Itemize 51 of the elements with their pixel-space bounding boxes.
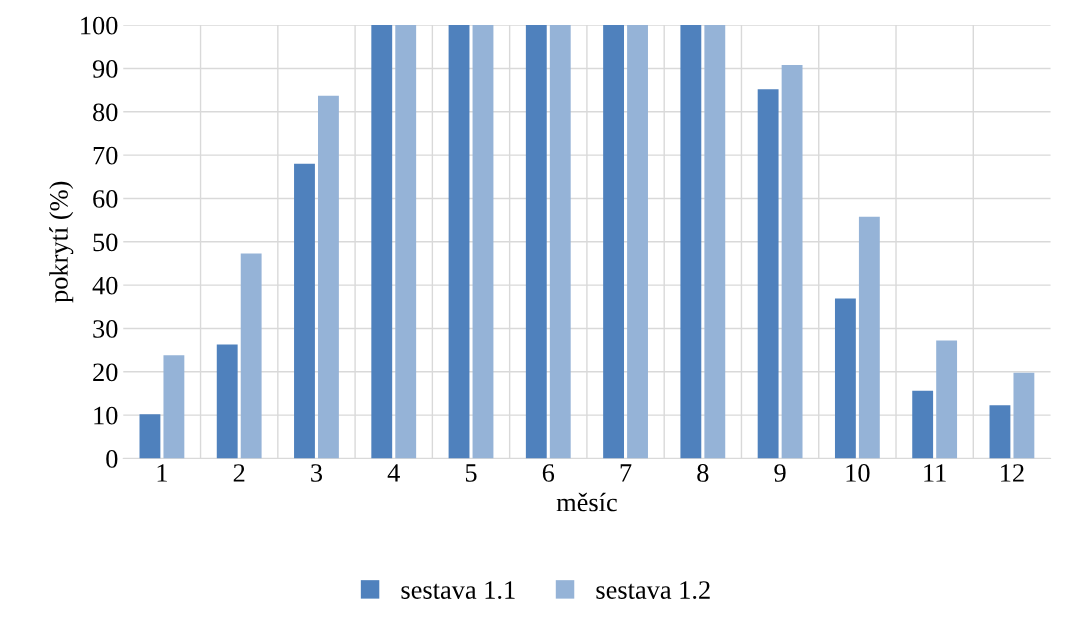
bar	[936, 340, 958, 459]
y-axis-title: pokrytí (%)	[49, 181, 74, 303]
legend-label: sestava 1.1	[401, 581, 515, 600]
bar	[318, 95, 339, 459]
y-tick-label: 60	[93, 190, 118, 208]
bar	[549, 25, 571, 459]
x-tick-label: 10	[846, 464, 870, 482]
x-axis-title: měsíc	[556, 492, 617, 512]
x-tick-label: 1	[157, 464, 167, 482]
bar	[912, 390, 934, 459]
x-tick-label: 11	[924, 464, 946, 482]
bar	[371, 25, 393, 459]
y-tick-label: 0	[106, 450, 118, 468]
y-tick-label: 20	[93, 363, 118, 382]
bar	[680, 25, 702, 459]
bar	[395, 25, 417, 459]
bar	[525, 25, 547, 459]
x-tick-label: 4	[387, 464, 400, 482]
bar	[472, 25, 494, 459]
y-tick-label: 90	[92, 60, 118, 78]
bar	[627, 25, 648, 459]
bar	[163, 355, 185, 459]
bar	[834, 298, 856, 459]
bar	[858, 216, 880, 459]
bar	[448, 25, 470, 459]
bar	[603, 25, 625, 459]
x-tick-label: 12	[1001, 464, 1024, 482]
x-tick-label: 6	[542, 464, 555, 482]
x-tick-label: 5	[465, 464, 477, 482]
x-tick-label: 3	[311, 464, 323, 482]
y-tick-label: 40	[92, 276, 118, 295]
x-tick-label: 8	[697, 464, 709, 482]
y-tick-label: 100	[81, 16, 118, 35]
x-tick-label: 2	[233, 464, 245, 482]
bar	[1013, 372, 1035, 459]
legend-label: sestava 1.2	[596, 581, 710, 600]
bar	[294, 163, 315, 459]
x-tick-label: 7	[620, 464, 632, 482]
x-tick-label: 9	[774, 464, 786, 482]
bar	[240, 253, 262, 459]
bar	[781, 64, 803, 459]
y-tick-label: 80	[93, 103, 118, 122]
bar	[989, 405, 1011, 459]
y-tick-label: 30	[93, 320, 118, 338]
bar	[757, 89, 779, 459]
y-tick-label: 70	[93, 146, 118, 165]
bar	[139, 414, 161, 459]
y-tick-label: 50	[93, 233, 118, 252]
y-tick-label: 10	[94, 406, 118, 425]
bar	[704, 25, 726, 459]
bar	[216, 344, 238, 459]
